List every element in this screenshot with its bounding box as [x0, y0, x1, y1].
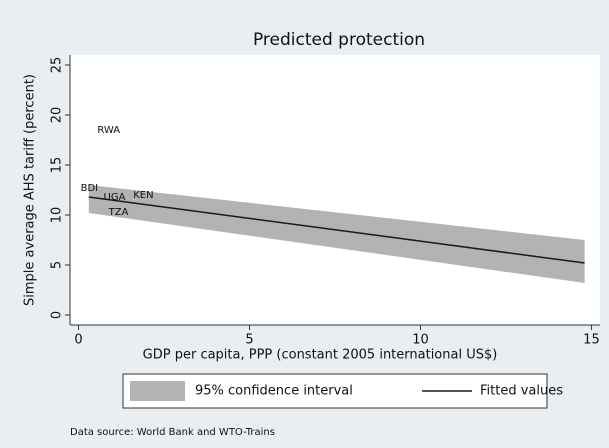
x-tick-label: 5: [245, 333, 253, 348]
x-tick-label: 15: [583, 333, 600, 348]
point-label: RWA: [97, 125, 120, 136]
point-label: UGA: [104, 192, 126, 203]
y-tick-label: 0: [50, 311, 65, 319]
note: Data source: World Bank and WTO-Trains: [70, 427, 275, 438]
legend-label: Fitted values: [480, 384, 563, 399]
point-label: BDI: [81, 183, 99, 194]
chart-title: Predicted protection: [253, 30, 425, 50]
x-axis-title: GDP per capita, PPP (constant 2005 inter…: [143, 348, 498, 363]
x-tick-label: 0: [74, 333, 82, 348]
y-tick-label: 5: [50, 261, 65, 269]
y-axis-title: Simple average AHS tariff (percent): [23, 74, 38, 306]
fitted-line: [88, 196, 585, 264]
point-label: KEN: [133, 190, 153, 201]
confidence-band: [88, 185, 585, 283]
y-tick-label: 25: [50, 57, 65, 74]
y-tick-label: 10: [50, 207, 65, 224]
point-label: TZA: [108, 207, 129, 218]
legend-label: 95% confidence interval: [195, 384, 353, 399]
y-tick-label: 20: [50, 107, 65, 124]
x-tick-label: 10: [412, 333, 429, 348]
legend: [122, 373, 548, 409]
y-tick-label: 15: [50, 157, 65, 174]
legend-swatch: [130, 381, 185, 401]
plot-area: [70, 55, 600, 325]
